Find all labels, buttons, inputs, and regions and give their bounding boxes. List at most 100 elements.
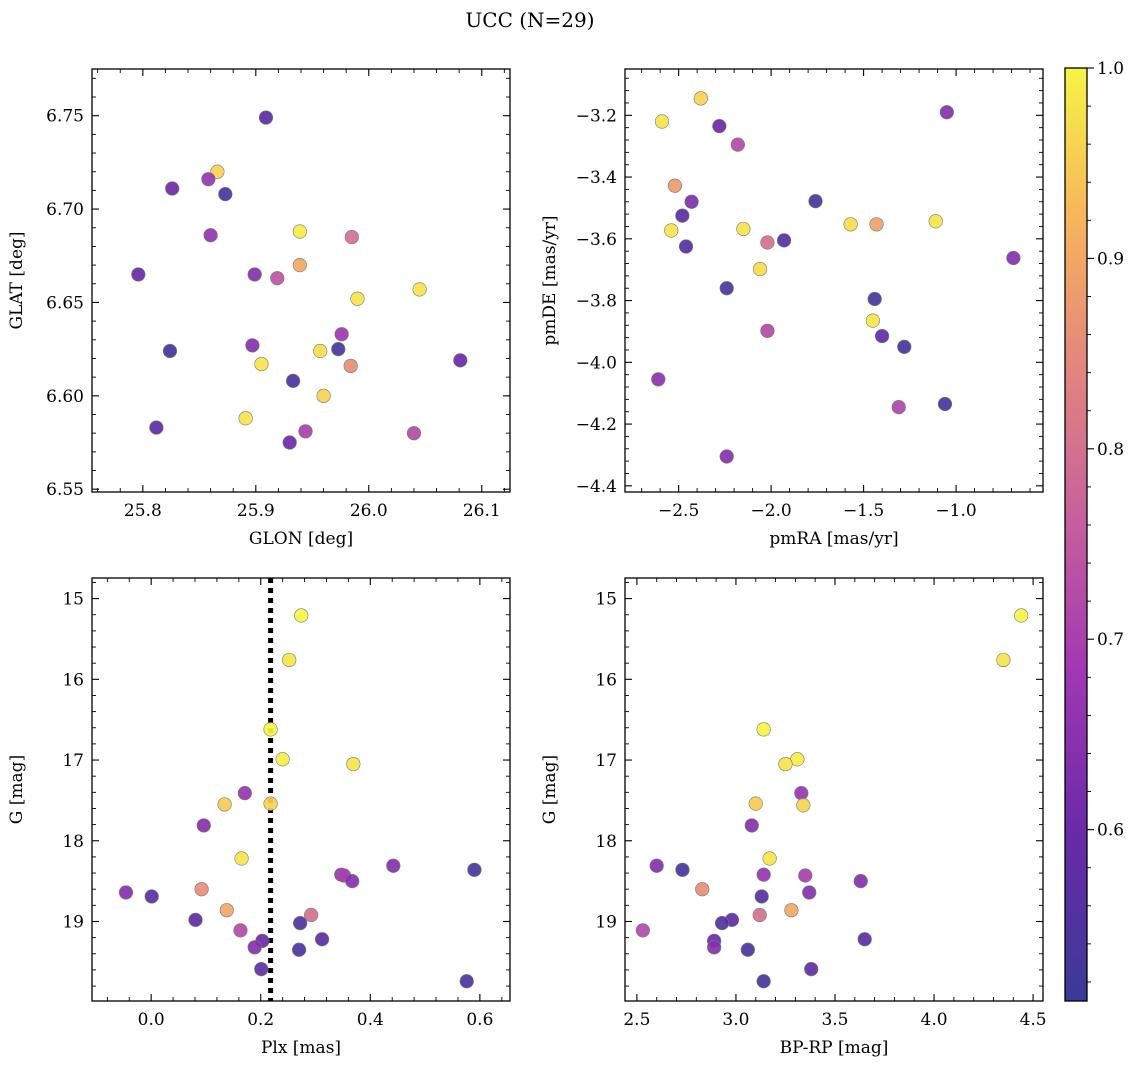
- y-tick-label: 18: [595, 832, 617, 852]
- scatter-point: [350, 291, 365, 306]
- scatter-point: [891, 399, 906, 415]
- scatter-point: [664, 223, 679, 238]
- x-tick-label: 25.9: [237, 501, 275, 521]
- axes-frame: [91, 577, 511, 1002]
- x-axis-label: GLON [deg]: [249, 529, 353, 549]
- scatter-point: [201, 172, 216, 187]
- y-tick-label: 18: [62, 832, 84, 852]
- scatter-point: [762, 851, 777, 866]
- scatter-point: [343, 358, 358, 374]
- y-axis-label: G [mag]: [540, 755, 560, 824]
- scatter-point: [1006, 250, 1021, 266]
- x-tick-label: 26.1: [463, 501, 501, 521]
- y-axis-label: GLAT [deg]: [7, 231, 27, 329]
- scatter-point: [344, 229, 359, 245]
- scatter-point: [802, 885, 817, 900]
- scatter-point: [719, 281, 734, 296]
- x-axis-label: Plx [mas]: [261, 1038, 341, 1058]
- scatter-point: [693, 91, 708, 106]
- scatter-point: [247, 267, 262, 282]
- scatter-point: [282, 652, 297, 668]
- scatter-point: [736, 221, 751, 237]
- scatter-point: [293, 916, 308, 931]
- scatter-point: [843, 217, 858, 232]
- scatter-point: [996, 652, 1011, 668]
- y-tick-label: 16: [595, 670, 617, 690]
- scatter-point: [345, 874, 360, 889]
- scatter-point: [459, 974, 474, 989]
- y-tick-label: 19: [595, 912, 617, 932]
- scatter-point: [258, 110, 274, 125]
- scatter-point: [678, 239, 694, 254]
- scatter-point: [196, 818, 211, 833]
- scatter-point: [740, 942, 755, 957]
- y-tick-label: −4.4: [576, 477, 617, 497]
- colorbar-tick-label: 0.7: [1097, 630, 1124, 650]
- y-tick-label: 15: [595, 590, 617, 610]
- scatter-point: [331, 342, 346, 357]
- scatter-point: [254, 356, 269, 372]
- x-axis-label: pmRA [mas/yr]: [769, 529, 898, 549]
- scatter-point: [254, 962, 269, 977]
- axes-frame: [624, 577, 1044, 1002]
- x-tick-label: 3.0: [722, 1010, 749, 1030]
- scatter-point: [654, 114, 670, 129]
- y-tick-label: −3.2: [576, 106, 617, 126]
- scatter-point: [313, 343, 328, 359]
- scatter-point: [635, 923, 650, 938]
- scatter-point: [292, 257, 307, 273]
- scatter-point: [760, 235, 775, 250]
- x-tick-label: −1.5: [843, 501, 884, 521]
- scatter-point: [667, 178, 683, 193]
- y-axis-label: G [mag]: [7, 755, 27, 824]
- scatter-point: [1014, 608, 1029, 623]
- scatter-point: [719, 449, 734, 464]
- scatter-point: [412, 282, 427, 297]
- x-tick-label: 0.2: [247, 1010, 274, 1030]
- scatter-point: [144, 889, 159, 904]
- colorbar-tick-label: 0.9: [1097, 249, 1124, 269]
- colorbar-tick-label: 0.8: [1097, 440, 1124, 460]
- scatter-point: [808, 194, 823, 209]
- y-tick-label: 19: [62, 912, 84, 932]
- scatter-point: [218, 187, 233, 202]
- scatter-point: [294, 608, 309, 623]
- scatter-point: [453, 353, 468, 368]
- scatter-point: [467, 862, 482, 877]
- colorbar-frame: [1064, 67, 1088, 1002]
- scatter-point: [219, 903, 234, 918]
- scatter-point: [874, 328, 890, 344]
- scatter-point: [937, 396, 953, 412]
- scatter-point: [386, 858, 401, 873]
- scatter-point: [270, 271, 285, 286]
- colorbar: 0.6 0.7 0.8 0.9 1.0: [1064, 59, 1124, 1002]
- x-tick-label: 0.0: [138, 1010, 165, 1030]
- x-tick-label: 0.6: [466, 1010, 493, 1030]
- x-tick-label: −2.5: [658, 501, 699, 521]
- scatter-point: [756, 974, 771, 989]
- scatter-point: [744, 818, 759, 833]
- scatter-point: [149, 420, 164, 435]
- scatter-point: [237, 786, 252, 801]
- scatter-point: [118, 885, 134, 900]
- panel-top-right: −2.5 −2.0 −1.5 −1.0 −4.4 −4.2 −4.0 −3.8 −3.6 −3.4…: [540, 68, 1044, 549]
- y-tick-label: 6.70: [46, 200, 84, 220]
- scatter-point: [778, 756, 793, 772]
- y-tick-label: 6.55: [46, 480, 84, 500]
- scatter-point: [165, 181, 180, 196]
- scatter-point: [234, 851, 249, 866]
- scatter-point: [928, 214, 943, 229]
- scatter-point: [245, 338, 260, 353]
- y-tick-label: 6.75: [46, 107, 84, 127]
- scatter-point: [285, 373, 301, 388]
- scatter-point: [275, 752, 290, 767]
- scatter-point: [784, 903, 799, 918]
- scatter-point: [897, 339, 912, 354]
- y-tick-label: −3.8: [576, 292, 617, 312]
- scatter-point: [867, 291, 882, 307]
- y-axis-label: pmDE [mas/yr]: [540, 215, 560, 345]
- x-tick-label: 0.4: [357, 1010, 384, 1030]
- x-tick-label: 3.5: [821, 1010, 848, 1030]
- x-tick-label: 25.8: [124, 501, 162, 521]
- scatter-point: [730, 137, 745, 152]
